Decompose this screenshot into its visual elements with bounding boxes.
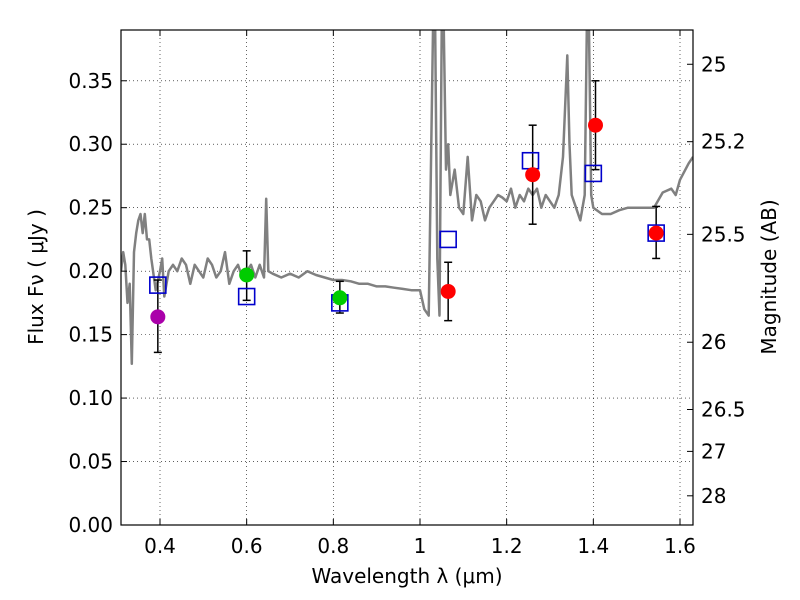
- y2-tick-label: 26: [701, 330, 726, 354]
- x-tick-label: 1: [414, 534, 427, 558]
- x-axis-label: Wavelength λ (μm): [311, 564, 502, 588]
- plot-area: [121, 30, 693, 366]
- model-flux-square: [521, 151, 540, 170]
- y-tick-label: 0.00: [68, 513, 113, 537]
- y2-axis-ticks: 25 25.2 25.5 26 26.5 27 28: [687, 52, 746, 508]
- y2-tick-label: 28: [701, 484, 726, 508]
- observed-flux-point: [525, 167, 541, 183]
- x-axis-ticks: 0.4 0.6 0.8 1 1.2 1.4 1.6: [144, 30, 696, 558]
- observed-flux-point: [332, 290, 348, 306]
- y2-tick-label: 25.2: [701, 130, 746, 154]
- x-tick-label: 1.6: [664, 534, 696, 558]
- model-spectrum-line: [121, 30, 693, 366]
- observed-flux-point: [239, 267, 255, 283]
- grid: [121, 30, 693, 526]
- observed-flux-point: [648, 225, 664, 241]
- observed-flux-point: [440, 283, 456, 299]
- y-tick-label: 0.30: [68, 132, 113, 156]
- y-tick-label: 0.20: [68, 259, 113, 283]
- model-flux-square: [149, 276, 167, 294]
- y-tick-label: 0.35: [68, 69, 113, 93]
- x-tick-label: 1.4: [577, 534, 609, 558]
- observed-flux-point: [588, 117, 603, 133]
- model-flux-square: [439, 230, 457, 249]
- y-axis-ticks: 0.00 0.05 0.10 0.15 0.20 0.25 0.30 0.35: [68, 69, 127, 537]
- y2-tick-label: 25: [701, 52, 726, 76]
- model-flux-square: [237, 287, 256, 306]
- y-tick-label: 0.15: [68, 323, 113, 347]
- x-tick-label: 0.8: [317, 534, 349, 558]
- observed-flux-point: [150, 309, 166, 325]
- y-tick-label: 0.05: [68, 450, 113, 474]
- y-axis-label: Flux Fν ( μJy ): [24, 209, 48, 345]
- x-tick-label: 0.6: [231, 534, 263, 558]
- y-tick-label: 0.10: [68, 386, 113, 410]
- y2-tick-label: 27: [701, 439, 726, 463]
- model-flux-square: [647, 224, 665, 242]
- x-tick-label: 0.4: [144, 534, 176, 558]
- plot-frame: [120, 29, 694, 526]
- y-tick-label: 0.25: [68, 196, 113, 220]
- model-flux-square: [584, 164, 603, 183]
- x-tick-label: 1.2: [491, 534, 523, 558]
- y2-tick-label: 26.5: [701, 398, 746, 422]
- y2-tick-label: 25.5: [701, 222, 746, 246]
- y2-axis-label: Magnitude (AB): [757, 199, 781, 354]
